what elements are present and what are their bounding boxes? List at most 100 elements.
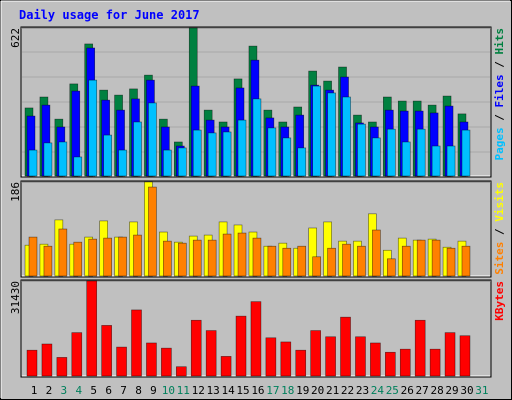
x-tick-label: 23 (356, 384, 369, 397)
x-tick-label: 3 (61, 384, 68, 397)
bar (88, 238, 98, 277)
bar (207, 239, 217, 277)
bar (461, 129, 471, 177)
bar (312, 256, 321, 277)
bar (401, 141, 411, 177)
x-tick-label: 20 (311, 384, 324, 397)
bar (416, 128, 426, 177)
legend: Sites / Visits (493, 182, 506, 275)
bar (357, 245, 366, 277)
x-tick-label: 7 (120, 384, 127, 397)
bar (131, 309, 142, 377)
x-tick-label: 16 (251, 384, 264, 397)
legend-entry: Hits (493, 28, 506, 55)
x-tick-label: 27 (416, 384, 429, 397)
x-tick-label: 22 (341, 384, 354, 397)
bar (146, 342, 157, 377)
legend-separator: / (493, 55, 506, 75)
bar (26, 349, 38, 377)
bar (235, 315, 247, 377)
bar (252, 98, 262, 177)
legend-separator: / (493, 222, 506, 242)
bar (207, 132, 217, 177)
x-tick-label: 6 (105, 384, 112, 397)
bar (327, 92, 336, 177)
legend-entry: Visits (493, 182, 506, 222)
bar (118, 236, 127, 277)
bar (58, 228, 68, 277)
legend-entry: KBytes (493, 281, 506, 321)
bar (250, 301, 262, 377)
bar (267, 127, 277, 177)
bar (446, 247, 456, 277)
bar (71, 332, 83, 377)
bar (118, 149, 127, 177)
x-tick-label: 28 (430, 384, 443, 397)
bar (252, 237, 262, 277)
bar (103, 237, 112, 277)
legend-entry: Sites (493, 242, 506, 275)
x-tick-label: 25 (386, 384, 399, 397)
x-tick-label: 21 (326, 384, 339, 397)
bar (161, 347, 172, 377)
bar (459, 335, 471, 377)
bar (192, 239, 202, 277)
x-tick-label: 11 (177, 384, 190, 397)
bar (148, 102, 157, 177)
bar (342, 96, 351, 177)
legend-entry: Pages (493, 127, 506, 160)
bar (73, 156, 83, 177)
y-tick-label: 31430 (9, 281, 22, 314)
bar (58, 141, 68, 177)
bar (327, 247, 336, 277)
bar (176, 366, 187, 377)
x-tick-label: 1 (31, 384, 38, 397)
bar (297, 147, 307, 177)
x-tick-label: 31 (475, 384, 488, 397)
y-tick-label: 186 (9, 182, 22, 202)
x-tick-label: 26 (401, 384, 414, 397)
x-tick-label: 15 (236, 384, 249, 397)
bar (370, 342, 381, 377)
x-tick-label: 18 (281, 384, 294, 397)
bar (205, 330, 217, 377)
bar (414, 319, 426, 377)
bar (86, 280, 98, 377)
bar (192, 129, 202, 177)
x-tick-label: 12 (192, 384, 205, 397)
bar (312, 85, 321, 177)
bar (282, 247, 292, 277)
bar (325, 336, 336, 377)
bar (280, 341, 292, 377)
bar (220, 356, 232, 377)
bar (265, 337, 277, 377)
bar (444, 332, 456, 377)
bar (340, 316, 351, 377)
bar (163, 149, 172, 177)
bar (310, 330, 321, 377)
bar (178, 242, 187, 277)
bar (431, 239, 441, 277)
bar (222, 233, 232, 277)
bar (431, 145, 441, 177)
bar (41, 343, 53, 377)
bar (357, 123, 366, 177)
bar (237, 232, 247, 277)
legend-separator: / (493, 108, 506, 128)
bar (399, 348, 411, 377)
x-tick-label: 9 (150, 384, 157, 397)
x-tick-label: 24 (371, 384, 385, 397)
bar (133, 234, 142, 277)
legend: KBytes (493, 281, 506, 321)
bar (43, 142, 53, 177)
x-tick-label: 30 (460, 384, 473, 397)
bar (178, 147, 187, 177)
bar (56, 357, 68, 377)
bar (267, 245, 277, 277)
bar (387, 258, 396, 277)
bar (295, 349, 307, 377)
bar (342, 243, 351, 277)
x-tick-label: 29 (445, 384, 458, 397)
x-tick-label: 17 (266, 384, 279, 397)
